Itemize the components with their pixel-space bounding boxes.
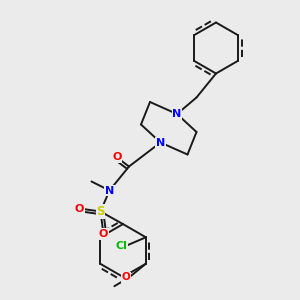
Text: N: N: [172, 109, 182, 119]
Text: N: N: [156, 137, 165, 148]
Text: O: O: [112, 152, 122, 163]
Text: O: O: [122, 272, 131, 282]
Text: Cl: Cl: [116, 241, 128, 251]
Text: O: O: [99, 229, 108, 239]
Text: N: N: [105, 185, 114, 196]
Text: O: O: [75, 203, 84, 214]
Text: S: S: [96, 205, 105, 218]
